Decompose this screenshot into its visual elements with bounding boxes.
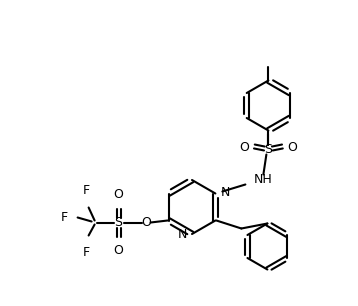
Text: O: O bbox=[287, 141, 297, 154]
Text: NH: NH bbox=[253, 173, 272, 186]
Text: O: O bbox=[114, 188, 124, 200]
Text: S: S bbox=[264, 143, 272, 156]
Text: O: O bbox=[114, 244, 124, 258]
Text: S: S bbox=[115, 216, 123, 229]
Text: F: F bbox=[83, 185, 90, 197]
Text: F: F bbox=[61, 211, 68, 224]
Text: O: O bbox=[142, 216, 151, 229]
Text: N: N bbox=[221, 186, 230, 199]
Text: O: O bbox=[240, 141, 249, 154]
Text: N: N bbox=[178, 229, 187, 241]
Text: F: F bbox=[83, 245, 90, 259]
